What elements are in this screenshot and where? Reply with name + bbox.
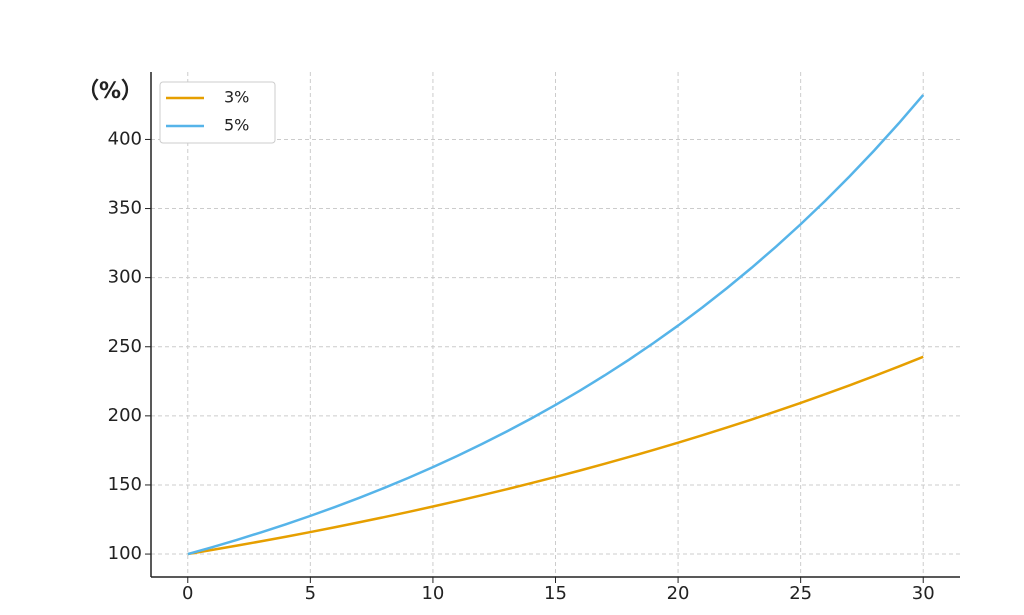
y-tick-label: 350: [108, 198, 142, 219]
x-tick-label: 15: [544, 583, 567, 604]
legend-box: [159, 81, 276, 144]
line: [187, 355, 924, 556]
x-tick-label: 25: [789, 583, 812, 604]
y-axis-label: （%）: [77, 79, 143, 104]
y-tick-label: 150: [108, 474, 142, 495]
x-tick-label: 10: [421, 583, 444, 604]
legend-label: 3%: [224, 88, 249, 107]
x-tick-label: 5: [305, 583, 316, 604]
y-tick-label: 400: [108, 128, 142, 149]
x-tick-label: 20: [667, 583, 690, 604]
x-tick-label: 0: [182, 583, 193, 604]
y-tick-label: 250: [108, 336, 142, 357]
y-tick-label: 300: [108, 267, 142, 288]
x-tick-label: 30: [912, 583, 935, 604]
y-tick-label: 100: [108, 543, 142, 564]
legend-label: 5%: [224, 116, 249, 135]
y-tick-label: 200: [108, 405, 142, 426]
line: [187, 94, 925, 556]
